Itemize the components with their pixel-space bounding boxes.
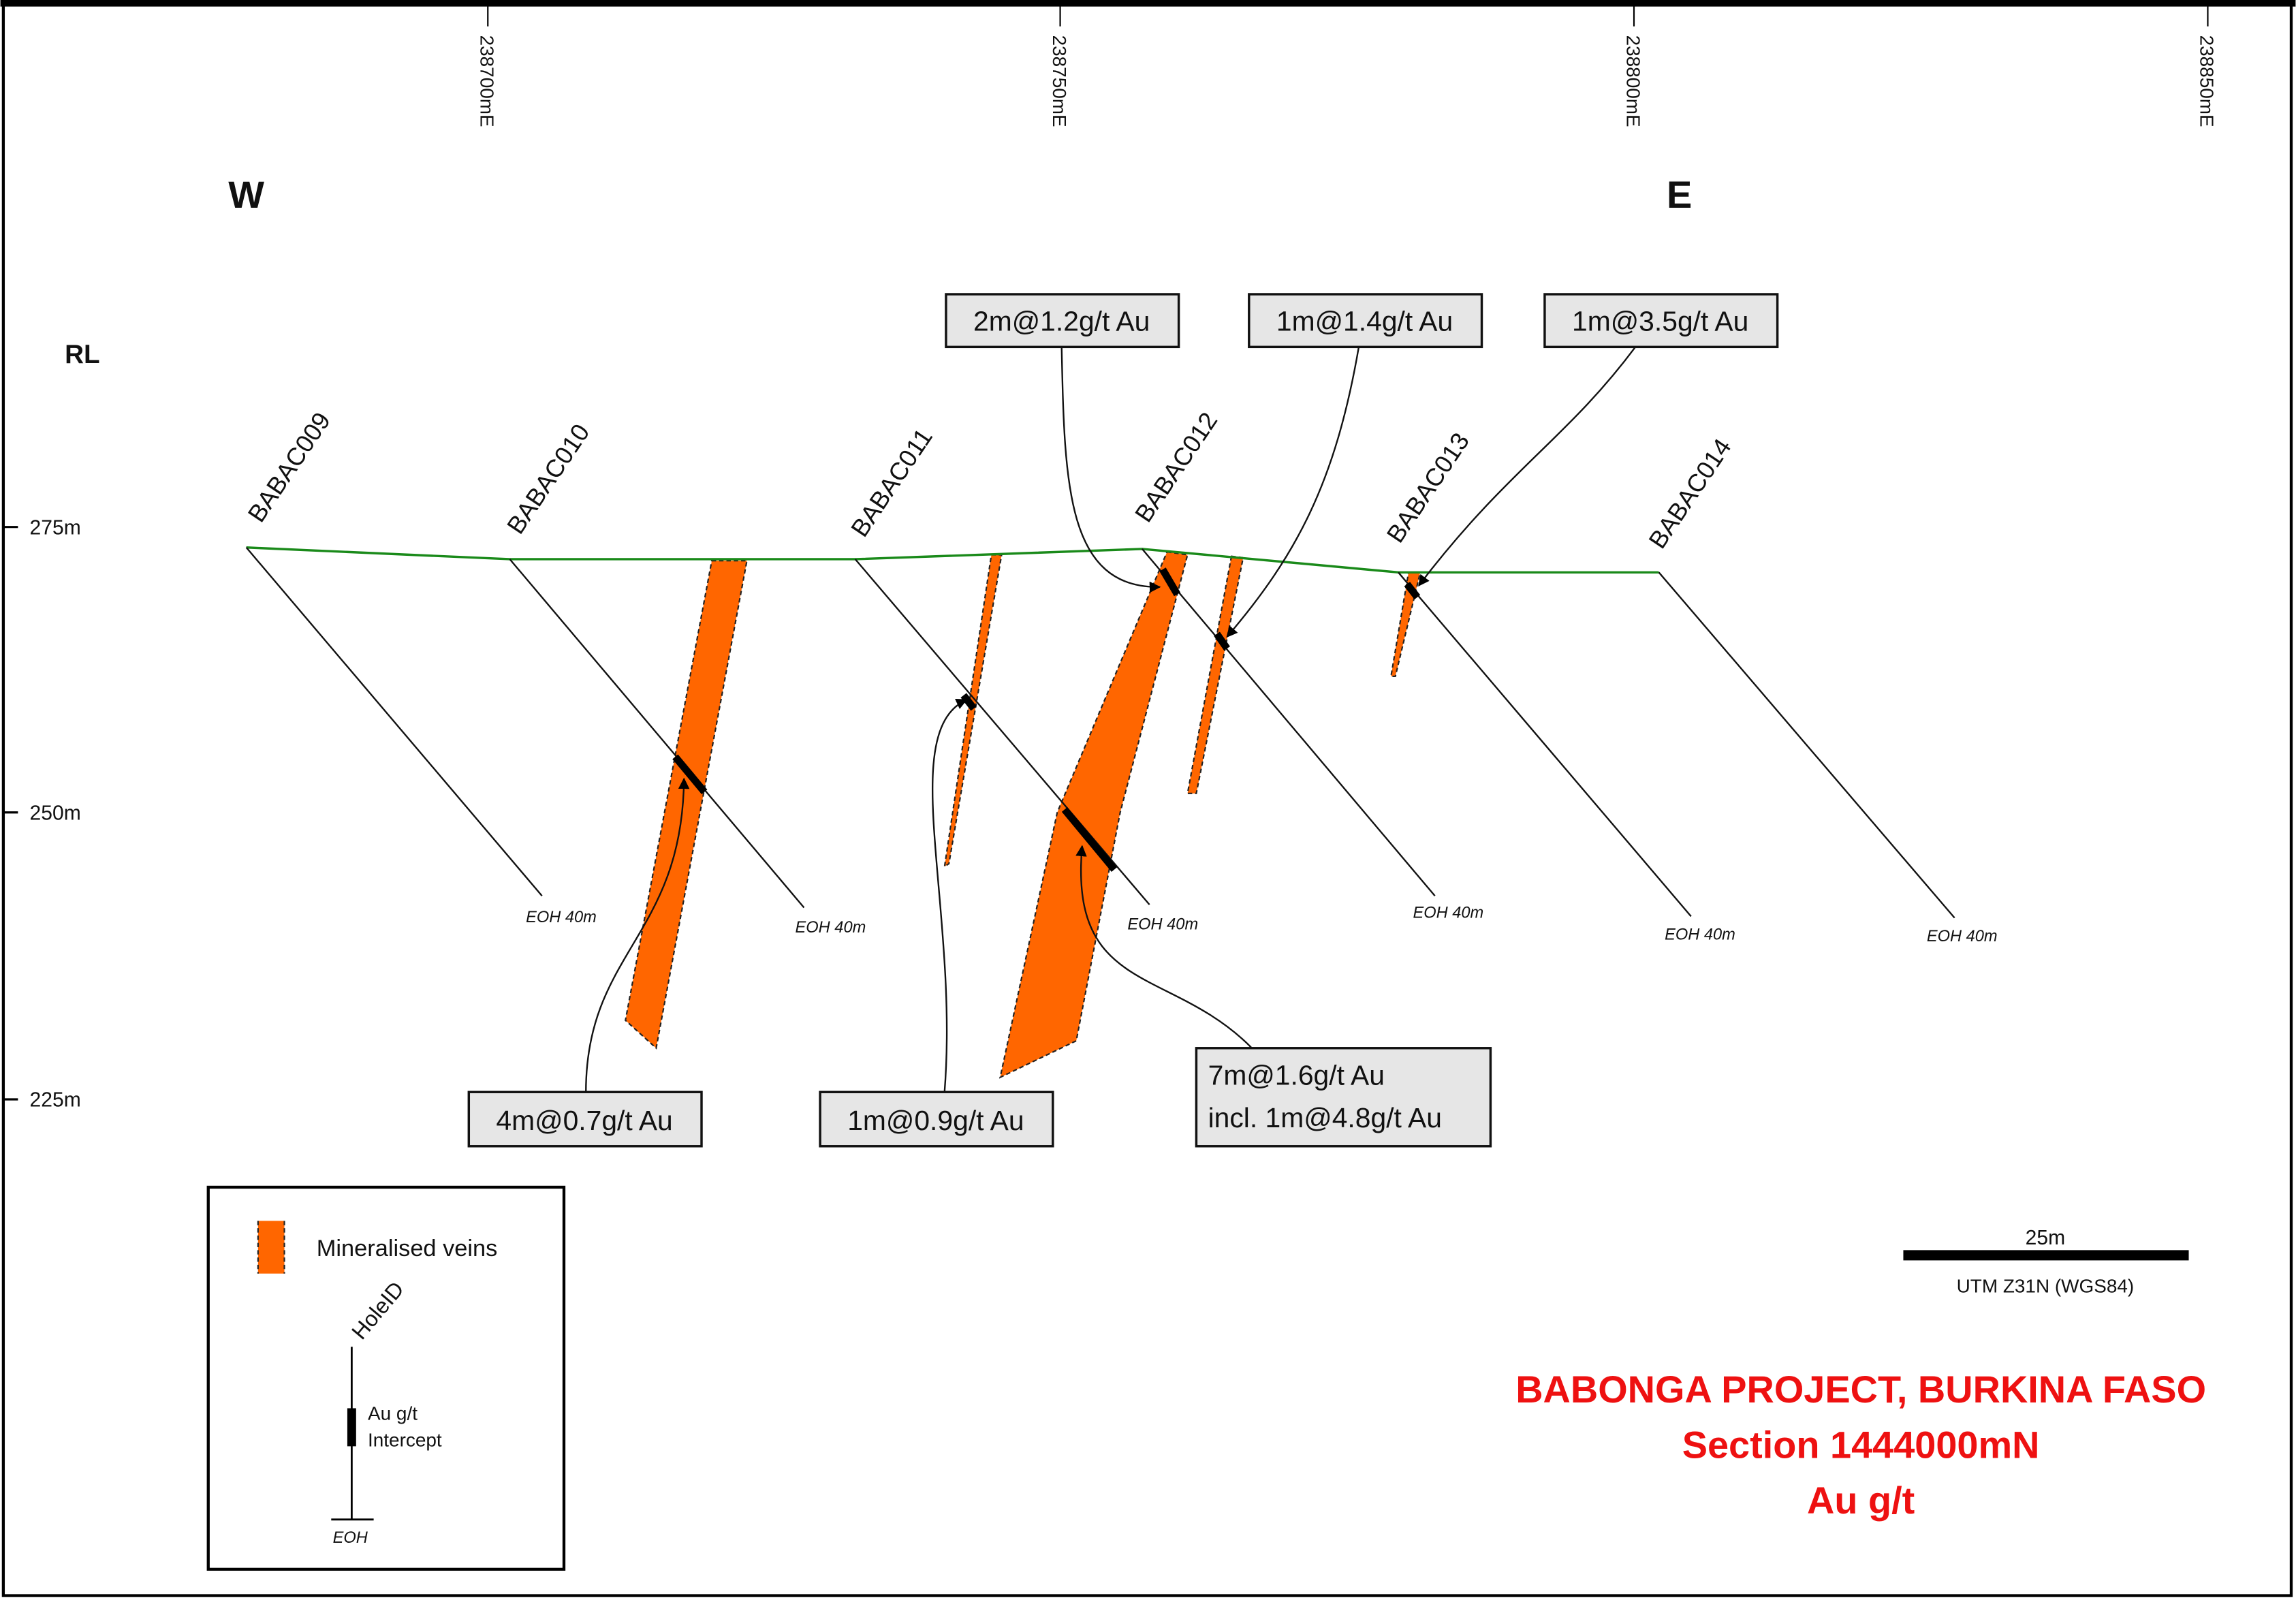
- hole-trace: [1398, 571, 1692, 917]
- intercept-mark: [1214, 631, 1230, 651]
- hole-id: BABAC014: [1643, 433, 1736, 553]
- vein: [1186, 555, 1244, 794]
- scale-projection: UTM Z31N (WGS84): [1957, 1276, 2135, 1297]
- eoh-label: EOH 40m: [1127, 916, 1198, 934]
- easting-label: 238750mE: [1049, 35, 1070, 127]
- hole-id: BABAC009: [242, 407, 336, 527]
- callout-box: [1543, 293, 1779, 349]
- title-block: BABONGA PROJECT, BURKINA FASO Section 14…: [1515, 1368, 2206, 1522]
- scale-bar: 25m UTM Z31N (WGS84): [1903, 1227, 2189, 1297]
- callout-text: 1m@0.9g/t Au: [847, 1105, 1024, 1136]
- drill-hole-babac014: BABAC014 EOH 40m: [1643, 433, 1997, 945]
- legend-intercept-mark: [347, 1408, 356, 1447]
- legend-intercept-label: Intercept: [368, 1429, 442, 1450]
- rl-tick-label: 225m: [30, 1089, 81, 1112]
- callout-box: [467, 1091, 703, 1148]
- mineralised-veins: [625, 551, 1421, 1079]
- leader-line: [1418, 346, 1637, 586]
- hole-id: BABAC013: [1381, 428, 1475, 548]
- scale-length: 25m: [2026, 1227, 2066, 1249]
- vein: [625, 560, 748, 1050]
- vein-swatch: [257, 1221, 285, 1274]
- hole-trace: [1658, 571, 1955, 919]
- easting-label: 238850mE: [2197, 35, 2218, 127]
- leader-line: [1060, 347, 1161, 593]
- title-line-3: Au g/t: [1807, 1479, 1915, 1522]
- eoh-label: EOH 40m: [1665, 926, 1735, 944]
- east-label: E: [1667, 173, 1692, 216]
- callout-text: 1m@3.5g/t Au: [1572, 306, 1748, 337]
- callout-text: 7m@1.6g/t Au: [1208, 1060, 1385, 1091]
- eoh-label: EOH 40m: [1413, 905, 1483, 922]
- leader-line: [1075, 845, 1253, 1049]
- intercept-mark: [960, 693, 977, 711]
- callout-box: [1248, 293, 1483, 349]
- rl-label: RL: [65, 340, 100, 369]
- leader-line: [931, 699, 968, 1093]
- leader-line: [585, 777, 690, 1093]
- rl-tick-label: 275m: [30, 516, 81, 539]
- intercept-mark: [1159, 567, 1181, 597]
- hole-trace: [245, 547, 543, 897]
- callout-text: 2m@1.2g/t Au: [973, 306, 1150, 337]
- west-label: W: [228, 173, 264, 216]
- rl-axis: RL 275m 250m 225m: [3, 340, 100, 1112]
- easting-axis: 238700mE 238750mE 238800mE 238850mE: [476, 5, 2218, 127]
- au-intercepts: [672, 567, 1421, 873]
- intercept-mark: [1404, 582, 1421, 600]
- title-line-1: BABONGA PROJECT, BURKINA FASO: [1515, 1368, 2206, 1411]
- hole-trace: [1142, 548, 1436, 897]
- hole-id: BABAC012: [1129, 407, 1223, 527]
- hole-id: BABAC010: [501, 419, 595, 539]
- callout-box: [1195, 1047, 1492, 1148]
- rl-tick-label: 250m: [30, 802, 81, 825]
- eoh-label: EOH 40m: [1927, 928, 1998, 945]
- intercept-callouts: 2m@1.2g/t Au 1m@1.4g/t Au 1m@3.5g/t Au 4…: [467, 293, 1779, 1148]
- legend: Mineralised veins HoleID Au g/t Intercep…: [206, 1185, 566, 1571]
- title-line-2: Section 1444000mN: [1682, 1424, 2040, 1466]
- vein: [998, 551, 1189, 1079]
- eoh-label: EOH 40m: [796, 919, 866, 937]
- legend-eoh-label: EOH: [333, 1529, 368, 1547]
- easting-label: 238700mE: [476, 35, 497, 127]
- intercept-mark: [672, 754, 708, 795]
- callout-box: [945, 293, 1180, 349]
- callout-box: [819, 1091, 1054, 1148]
- callout-text: 4m@0.7g/t Au: [496, 1105, 672, 1136]
- easting-label: 238800mE: [1622, 35, 1644, 127]
- intercept-mark: [1061, 807, 1118, 873]
- callout-text: 1m@1.4g/t Au: [1276, 306, 1453, 337]
- leader-line: [1226, 347, 1360, 638]
- topography-surface: [246, 546, 1659, 574]
- legend-veins-label: Mineralised veins: [317, 1236, 498, 1261]
- callout-text: incl. 1m@4.8g/t Au: [1208, 1102, 1442, 1133]
- eoh-label: EOH 40m: [526, 909, 597, 926]
- hole-trace: [509, 559, 805, 909]
- callout-leaders: [585, 346, 1637, 1093]
- scale-bar-rect: [1903, 1250, 2189, 1261]
- legend-intercept-label: Au g/t: [368, 1403, 418, 1424]
- hole-id: BABAC011: [845, 424, 938, 542]
- vein: [943, 554, 1003, 868]
